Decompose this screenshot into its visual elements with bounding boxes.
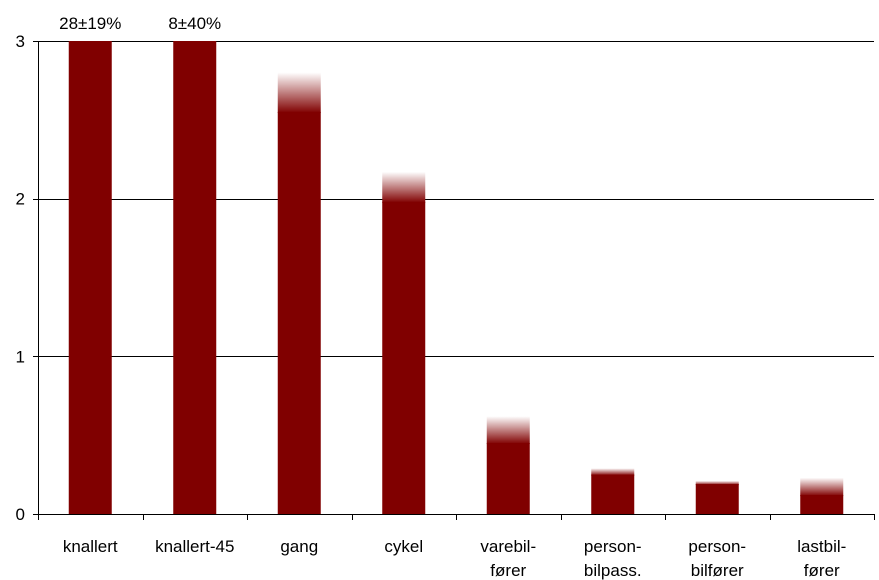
y-tick-label: 1 [16,347,25,366]
bar-uncertainty [695,480,739,486]
y-tick-label: 2 [16,190,25,209]
x-category-label: cykel [384,537,423,556]
x-category-label: knallert [63,537,118,556]
y-tick-label: 0 [16,505,25,524]
bar-uncertainty [591,468,635,476]
x-category-label: person- [584,537,642,556]
bar [591,474,635,514]
bar-uncertainty [382,171,426,203]
x-category-label: bilfører [691,561,744,580]
x-category-label: fører [804,561,840,580]
bar-uncertainty [277,72,321,113]
x-category-label: knallert-45 [155,537,234,556]
y-tick-label: 3 [16,32,25,51]
bar [173,41,217,514]
bar-annotation: 8±40% [168,14,221,33]
gridlines [38,41,874,357]
x-category-label: fører [490,561,526,580]
bar [382,201,426,514]
x-category-label: bilpass. [584,561,642,580]
bar-uncertainty [486,416,530,445]
bar [800,495,844,514]
bar [486,443,530,514]
x-category-label: gang [280,537,318,556]
bars [68,41,844,514]
x-category-label: person- [688,537,746,556]
labels: 0 1 2 3 knallert knallert-45 gang cykel varebil-… [16,14,847,580]
axes [33,41,875,520]
x-category-label: lastbil- [797,537,846,556]
x-category-label: varebil- [480,537,536,556]
bar [695,484,739,514]
bar [277,111,321,514]
bar [68,41,112,514]
bar-uncertainty [800,477,844,497]
bar-annotation: 28±19% [59,14,121,33]
